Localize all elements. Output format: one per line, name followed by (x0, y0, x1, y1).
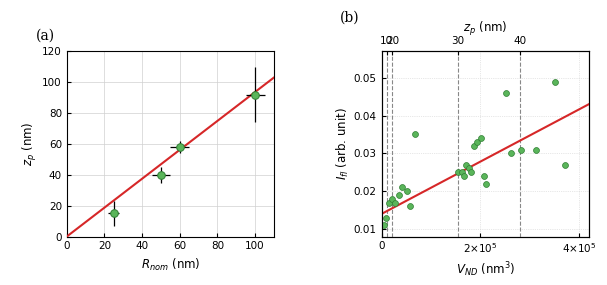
Point (398, 185, 407, 190)
Point (461, 162, 471, 167)
Point (501, 91, 510, 95)
Point (384, 200, 394, 205)
Point (476, 136, 486, 141)
Point (381, 215, 390, 220)
X-axis label: $R_{nom}$ (nm): $R_{nom}$ (nm) (141, 257, 200, 273)
Y-axis label: $z_p$ (nm): $z_p$ (nm) (21, 122, 39, 166)
Point (459, 174, 469, 178)
Point (390, 200, 400, 205)
Point (506, 151, 516, 156)
Point (456, 170, 466, 174)
Point (379, 223, 389, 227)
Point (469, 144, 479, 148)
Point (481, 181, 491, 186)
Point (479, 174, 489, 178)
Y-axis label: $I_{fl}$ (arb. unit): $I_{fl}$ (arb. unit) (335, 108, 351, 180)
Text: (a): (a) (36, 29, 55, 43)
Point (405, 204, 415, 209)
Point (394, 193, 404, 197)
Point (402, 189, 412, 194)
X-axis label: $V_{ND}$ (nm$^3$): $V_{ND}$ (nm$^3$) (455, 261, 515, 280)
Point (410, 132, 420, 137)
Point (560, 162, 570, 167)
Point (472, 140, 482, 144)
Point (551, 79, 560, 84)
Point (464, 166, 474, 171)
Point (388, 196, 398, 201)
Point (531, 147, 540, 152)
X-axis label: $z_p$ (nm): $z_p$ (nm) (463, 20, 507, 38)
Point (467, 170, 476, 174)
Text: (b): (b) (340, 11, 360, 25)
Point (516, 147, 526, 152)
Point (453, 170, 463, 174)
